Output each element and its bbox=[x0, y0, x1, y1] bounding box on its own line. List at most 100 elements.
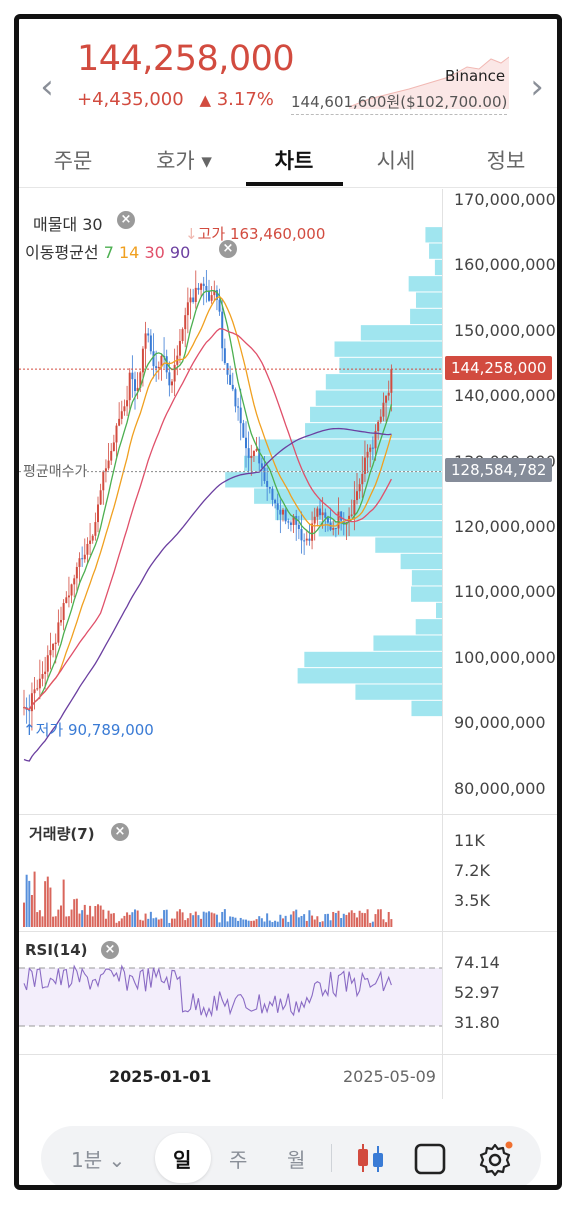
close-icon[interactable]: × bbox=[101, 941, 119, 959]
volume-bar bbox=[319, 922, 321, 927]
volume-profile-bar bbox=[310, 406, 442, 423]
tab-trades[interactable]: 시세 bbox=[376, 149, 416, 173]
volume-bar bbox=[144, 913, 147, 927]
gear-icon[interactable] bbox=[477, 1140, 515, 1178]
volume-profile-bar bbox=[244, 455, 442, 472]
volume-bar bbox=[234, 917, 237, 927]
candle-body bbox=[250, 455, 253, 458]
volume-bar bbox=[237, 920, 240, 927]
volume-bar bbox=[104, 918, 107, 927]
volume-bar bbox=[152, 918, 155, 927]
candle-body bbox=[218, 299, 221, 312]
moving-average-line bbox=[23, 289, 393, 711]
volume-bar bbox=[382, 919, 385, 927]
candle-body bbox=[75, 566, 78, 579]
volume-bar bbox=[160, 918, 163, 927]
moving-average-line bbox=[23, 328, 392, 711]
candle-body bbox=[258, 449, 261, 464]
volume-bar bbox=[348, 912, 351, 927]
tab-orderbook[interactable]: 호가 ▾ bbox=[156, 149, 212, 173]
candle-body bbox=[358, 484, 361, 492]
volume-bar bbox=[28, 880, 31, 927]
candle-body bbox=[289, 522, 292, 525]
draw-square-icon[interactable] bbox=[413, 1142, 447, 1176]
volume-bar bbox=[292, 911, 295, 927]
candle-body bbox=[316, 508, 319, 517]
price-tick: 150,000,000 bbox=[454, 320, 556, 340]
volume-bar bbox=[274, 920, 277, 927]
candle-body bbox=[81, 558, 84, 560]
tab-info[interactable]: 정보 bbox=[486, 149, 526, 173]
low-price-label: ↑저가 90,789,000 bbox=[23, 721, 154, 739]
candle-body bbox=[284, 509, 287, 522]
candle-body bbox=[67, 595, 70, 598]
volume-bar bbox=[218, 922, 221, 927]
candle-body bbox=[321, 512, 324, 516]
candle-body bbox=[319, 508, 321, 516]
rsi-tick: 52.97 bbox=[454, 983, 500, 1002]
volume-bar bbox=[385, 922, 388, 927]
candle-body bbox=[46, 655, 49, 672]
reference-price: 144,601,600원($102,700.00) bbox=[291, 91, 508, 115]
interval-select[interactable]: 1분 ⌄ bbox=[71, 1148, 126, 1172]
current-price-tag: 144,258,000 bbox=[445, 356, 553, 380]
volume-bar bbox=[271, 922, 274, 927]
volume-bar bbox=[247, 920, 250, 927]
volume-bar bbox=[112, 913, 115, 927]
volume-bar bbox=[287, 921, 290, 927]
candle-body bbox=[361, 473, 364, 485]
toolbar-divider bbox=[331, 1144, 332, 1172]
volume-bar bbox=[62, 879, 65, 927]
volume-bar bbox=[33, 871, 36, 927]
candle-body bbox=[247, 448, 250, 458]
volume-bar bbox=[49, 887, 52, 927]
bottom-toolbar: 1분 ⌄ 일 주 월 bbox=[41, 1126, 541, 1185]
next-arrow-icon[interactable]: › bbox=[530, 67, 544, 107]
ma-90: 90 bbox=[169, 243, 191, 262]
close-icon[interactable]: × bbox=[219, 240, 237, 258]
volume-bar bbox=[205, 912, 208, 927]
volume-profile-bar bbox=[334, 341, 442, 357]
volume-bar bbox=[155, 917, 158, 927]
volume-profile-bar bbox=[304, 651, 442, 668]
candle-body bbox=[324, 512, 327, 518]
tab-bar: 주문 호가 ▾ 차트 시세 정보 bbox=[19, 137, 557, 188]
volume-bar bbox=[70, 909, 73, 927]
close-icon[interactable]: × bbox=[111, 823, 129, 841]
up-arrow-icon: ↑ bbox=[23, 721, 36, 739]
volume-bar bbox=[358, 910, 361, 927]
period-day[interactable]: 일 bbox=[173, 1148, 192, 1172]
candle-body bbox=[62, 603, 65, 620]
volume-bar bbox=[321, 921, 324, 927]
volume-profile-bar bbox=[318, 521, 442, 537]
candle-body bbox=[229, 374, 232, 385]
volume-bar bbox=[94, 906, 97, 927]
volume-profile-bar bbox=[373, 635, 442, 651]
candle-body bbox=[28, 709, 31, 712]
candle-body bbox=[157, 366, 160, 369]
volume-bar bbox=[213, 913, 216, 927]
price-change: +4,435,000 ▲ 3.17% bbox=[77, 89, 274, 110]
close-icon[interactable]: × bbox=[117, 211, 135, 229]
prev-arrow-icon[interactable]: ‹ bbox=[40, 67, 54, 107]
candle-body bbox=[371, 447, 374, 449]
candle-type-icon[interactable] bbox=[353, 1140, 389, 1176]
price-chart[interactable] bbox=[19, 189, 557, 1034]
volume-bar bbox=[118, 921, 121, 927]
volume-profile-bar bbox=[254, 488, 442, 504]
volume-bar bbox=[136, 910, 139, 927]
tab-order[interactable]: 주문 bbox=[53, 149, 93, 173]
volume-bar bbox=[30, 895, 33, 927]
tab-chart[interactable]: 차트 bbox=[274, 149, 314, 173]
candle-body bbox=[178, 340, 181, 356]
volume-bar bbox=[83, 904, 86, 927]
volume-bar bbox=[181, 912, 184, 927]
period-month[interactable]: 월 bbox=[287, 1148, 306, 1172]
volume-tick: 7.2K bbox=[454, 861, 490, 880]
candle-body bbox=[326, 517, 329, 523]
candle-body bbox=[271, 488, 274, 500]
period-week[interactable]: 주 bbox=[229, 1148, 248, 1172]
volume-bar bbox=[279, 914, 282, 927]
candle-body bbox=[102, 471, 105, 491]
candle-body bbox=[33, 689, 36, 694]
